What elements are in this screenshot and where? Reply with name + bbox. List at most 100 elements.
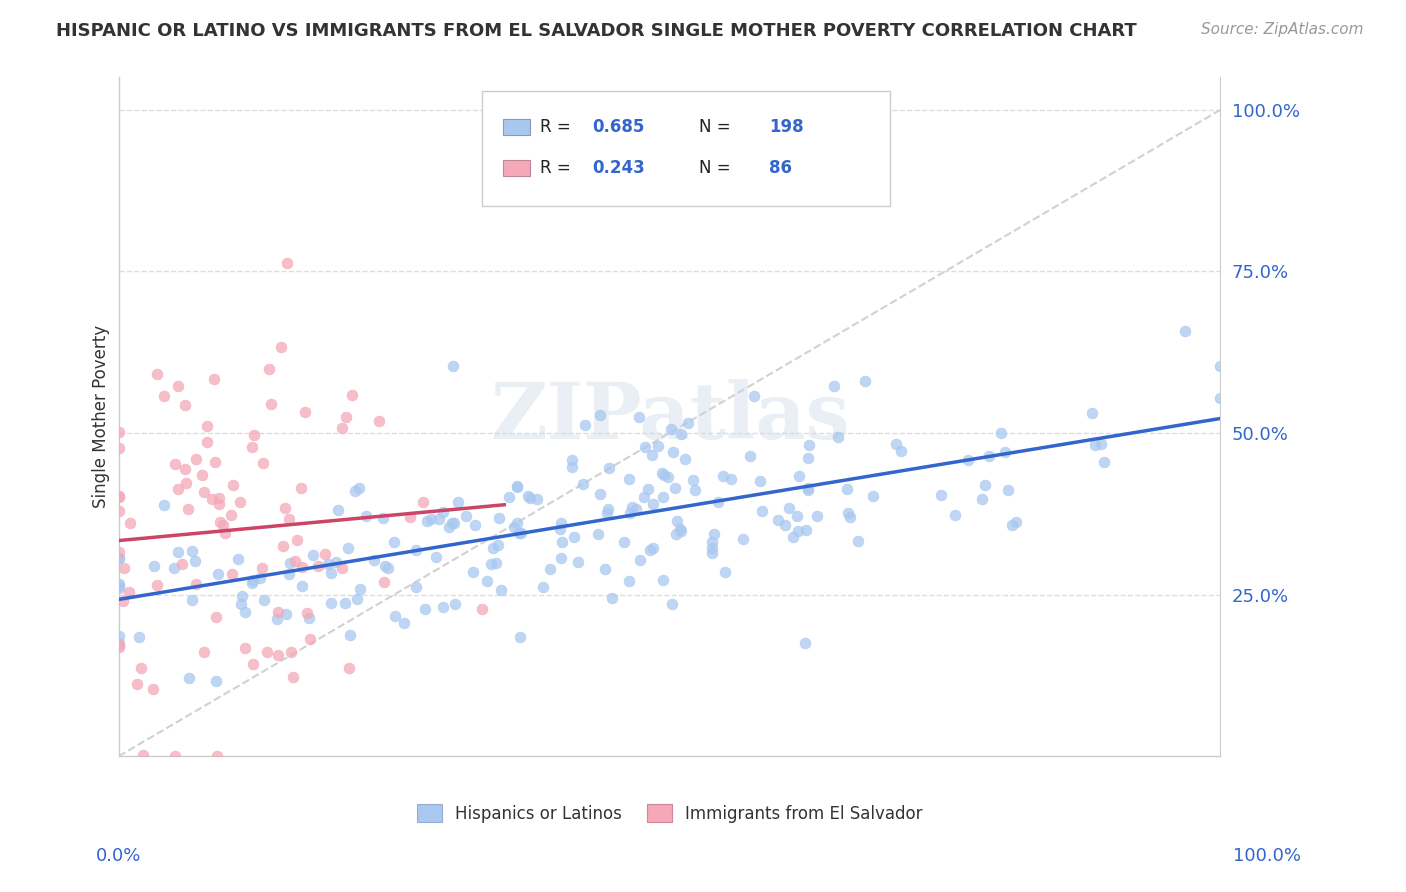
Point [256,645,278,659]
Point [173,398,195,412]
Point [233,605,256,619]
Text: Source: ZipAtlas.com: Source: ZipAtlas.com [1201,22,1364,37]
Point [707,495,730,509]
Point [184,554,207,568]
Y-axis label: Single Mother Poverty: Single Mother Poverty [93,326,110,508]
Point [167,544,190,558]
Point [205,610,228,624]
Point [346,592,368,607]
Point [498,491,520,505]
Point [321,596,343,610]
Point [307,559,329,574]
Point [617,574,640,589]
Point [107,490,129,504]
Point [463,565,485,579]
Point [184,577,207,591]
Text: HISPANIC OR LATINO VS IMMIGRANTS FROM EL SALVADOR SINGLE MOTHER POVERTY CORRELAT: HISPANIC OR LATINO VS IMMIGRANTS FROM EL… [56,22,1137,40]
Point [628,552,651,566]
Point [260,397,283,411]
Point [277,567,299,582]
Point [634,440,657,454]
Point [443,516,465,530]
Point [242,574,264,588]
Point [974,477,997,491]
Point [682,473,704,487]
Text: 0.0%: 0.0% [96,847,141,864]
Point [221,567,243,582]
Point [598,460,620,475]
Point [624,502,647,516]
Point [766,513,789,527]
Point [733,533,755,547]
Text: N =: N = [699,118,731,136]
Point [294,405,316,419]
Point [204,455,226,469]
Point [299,632,322,646]
Point [118,585,141,599]
Point [641,497,664,511]
Point [659,422,682,436]
Point [643,541,665,555]
Point [132,747,155,762]
Point [669,522,692,536]
Point [167,482,190,496]
Point [562,531,585,545]
Point [153,389,176,403]
Point [673,451,696,466]
Point [1209,359,1232,373]
Point [240,575,263,590]
Point [862,489,884,503]
Point [997,483,1019,497]
Point [373,511,395,525]
Point [447,495,470,509]
Text: N =: N = [699,159,731,177]
Point [550,534,572,549]
Point [475,574,498,588]
Point [855,374,877,388]
Point [669,426,692,441]
Point [207,491,229,505]
Point [266,605,288,619]
Point [219,508,242,523]
Point [481,541,503,555]
Point [797,481,820,495]
Point [561,453,583,467]
Point [214,525,236,540]
Point [1209,391,1232,405]
Point [252,456,274,470]
Point [180,544,202,558]
Point [243,428,266,442]
Point [538,562,561,576]
Text: 0.685: 0.685 [592,118,645,136]
Point [285,533,308,548]
Point [107,581,129,595]
Point [479,558,502,572]
Point [295,607,318,621]
Text: 100.0%: 100.0% [1233,847,1301,864]
Point [107,441,129,455]
Point [613,535,636,549]
Point [531,580,554,594]
Point [427,511,450,525]
Point [107,636,129,650]
Point [233,641,256,656]
Point [956,453,979,467]
Point [278,512,301,526]
Point [633,490,655,504]
Point [335,596,357,610]
Point [276,607,298,621]
Point [574,417,596,432]
Point [283,670,305,684]
Point [506,479,529,493]
Point [654,468,676,483]
Point [454,508,477,523]
Point [412,495,434,509]
Point [742,389,765,403]
Point [506,481,529,495]
Point [204,673,226,688]
Point [337,541,360,556]
Point [1092,455,1115,469]
Point [561,459,583,474]
Point [669,524,692,539]
Point [377,560,399,574]
